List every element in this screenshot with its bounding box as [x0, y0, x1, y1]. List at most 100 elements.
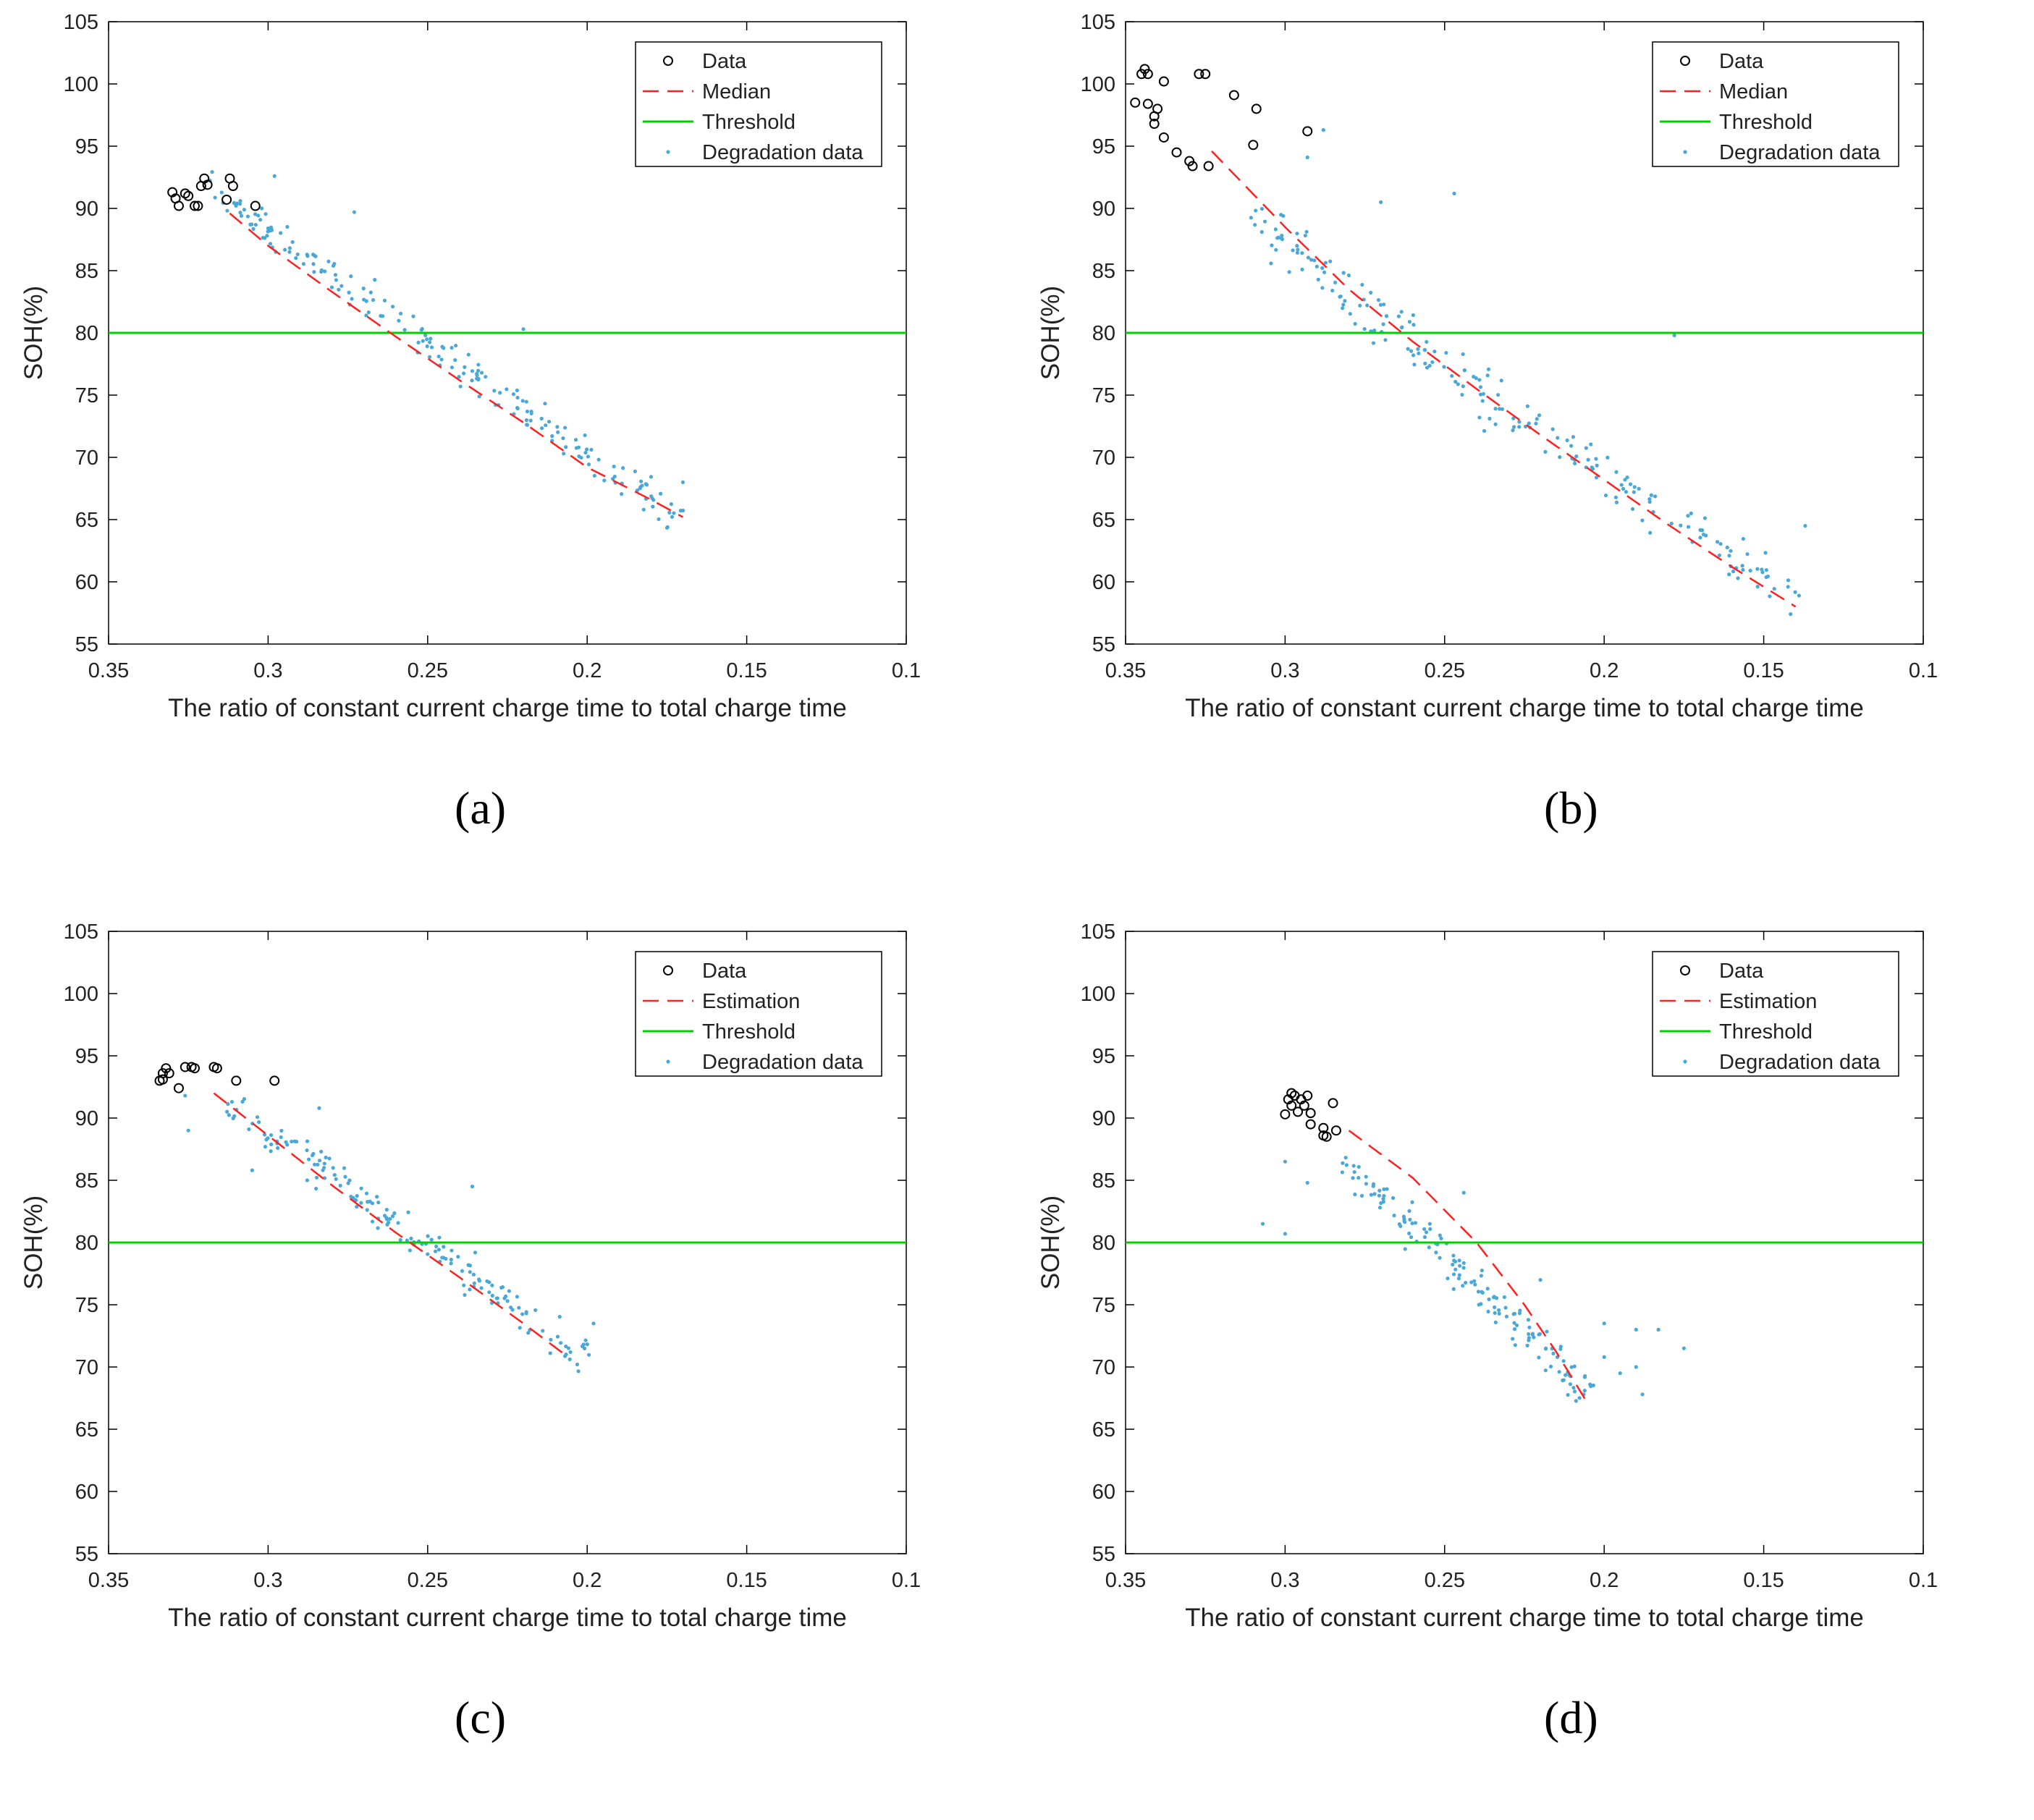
- degradation-point: [1411, 353, 1416, 357]
- degradation-point: [515, 406, 520, 411]
- degradation-point: [314, 1186, 318, 1191]
- degradation-point: [1797, 593, 1802, 598]
- degradation-point: [511, 392, 516, 397]
- degradation-point: [490, 1293, 494, 1298]
- data-point: [157, 1068, 168, 1079]
- degradation-point: [409, 1236, 413, 1240]
- degradation-point: [1358, 303, 1362, 308]
- degradation-point: [279, 1128, 284, 1133]
- degradation-point: [470, 369, 475, 373]
- degradation-point: [502, 1296, 507, 1300]
- degradation-point: [515, 1295, 520, 1299]
- data-point: [1171, 147, 1182, 158]
- data-point: [221, 194, 232, 205]
- degradation-point: [1582, 1375, 1587, 1379]
- degradation-point: [1428, 1227, 1432, 1231]
- degradation-point: [576, 1369, 581, 1374]
- degradation-point: [1280, 237, 1285, 242]
- y-tick-label: 70: [1092, 446, 1115, 470]
- data-point: [180, 1062, 190, 1072]
- x-tick-label: 0.35: [1105, 659, 1146, 682]
- degradation-point: [1413, 1221, 1418, 1225]
- degradation-point: [473, 1250, 478, 1255]
- degradation-point: [462, 1283, 466, 1287]
- degradation-point: [1312, 258, 1317, 263]
- degradation-point: [1343, 1156, 1348, 1160]
- degradation-point: [285, 224, 290, 229]
- degradation-point: [1486, 1309, 1490, 1313]
- degradation-point: [1376, 297, 1381, 302]
- y-tick-label: 90: [75, 1107, 98, 1130]
- degradation-point: [337, 287, 341, 292]
- degradation-point: [287, 250, 292, 254]
- degradation-point: [1274, 247, 1278, 252]
- data-point: [1142, 98, 1153, 109]
- degradation-point: [416, 340, 421, 344]
- degradation-point: [1469, 1280, 1474, 1284]
- degradation-point: [425, 344, 429, 349]
- degradation-point: [633, 469, 638, 474]
- chart-d: 0.35 0.3 0.25 0.2 0.15 0.1 55 60 65 70 75 80 85 90 95 1…: [1037, 920, 1938, 1632]
- degradation-point: [306, 1157, 311, 1161]
- degradation-point: [1647, 497, 1652, 501]
- degradation-point: [460, 1269, 465, 1273]
- degradation-point: [450, 345, 454, 350]
- degradation-point: [612, 465, 616, 469]
- data-point: [1248, 140, 1259, 151]
- degradation-point: [479, 371, 484, 375]
- y-tick-label: 105: [64, 11, 98, 34]
- degradation-point: [388, 1216, 392, 1221]
- degradation-point: [468, 1287, 472, 1292]
- degradation-point: [500, 1284, 505, 1290]
- degradation-point: [515, 388, 520, 393]
- degradation-point: [1353, 1192, 1357, 1197]
- degradation-point: [592, 473, 596, 478]
- degradation-point: [1351, 1164, 1356, 1168]
- data-point: [1158, 76, 1169, 87]
- degradation-point: [1446, 1276, 1450, 1281]
- degradation-point: [561, 436, 565, 441]
- y-tick-label: 95: [1092, 135, 1115, 158]
- y-tick-label: 105: [1081, 11, 1115, 34]
- degradation-point: [664, 525, 670, 530]
- degradation-point: [562, 452, 566, 456]
- degradation-point: [1356, 1175, 1361, 1180]
- y-tick-label: 95: [75, 1045, 98, 1068]
- degradation-point: [225, 1109, 229, 1114]
- legend-box: [1652, 41, 1899, 167]
- degradation-point: [1442, 365, 1446, 369]
- degradation-point: [1625, 475, 1629, 480]
- chart-a: 0.35 0.3 0.25 0.2 0.15 0.1 55 60 65 70 75 80 85 90 95 1…: [20, 11, 921, 722]
- degradation-point: [1551, 1351, 1556, 1355]
- legend-label: Degradation data: [1719, 141, 1881, 164]
- degradation-point: [1504, 1314, 1509, 1319]
- degradation-point: [428, 340, 432, 344]
- degradation-point: [424, 337, 429, 342]
- degradation-point: [319, 268, 324, 272]
- degradation-point: [351, 1195, 355, 1200]
- degradation-point: [471, 1272, 476, 1277]
- degradation-point: [1472, 1279, 1477, 1283]
- degradation-point: [1352, 1169, 1356, 1174]
- degradation-point: [263, 212, 268, 216]
- degradation-point: [1493, 1311, 1497, 1315]
- degradation-point: [429, 345, 434, 350]
- degradation-point: [1432, 350, 1437, 354]
- degradation-point: [1574, 1399, 1578, 1403]
- degradation-point: [1621, 486, 1626, 491]
- degradation-point: [1453, 1259, 1458, 1264]
- degradation-point: [1718, 542, 1723, 546]
- degradation-point: [649, 494, 654, 499]
- degradation-point: [1493, 1305, 1497, 1310]
- degradation-point: [1772, 587, 1776, 591]
- degradation-point: [651, 504, 655, 509]
- degradation-point: [1568, 1382, 1573, 1387]
- degradation-point: [314, 1175, 319, 1180]
- degradation-point: [364, 299, 368, 303]
- degradation-point: [436, 354, 441, 359]
- degradation-point: [567, 1357, 572, 1362]
- data-point: [231, 1075, 242, 1086]
- degradation-point: [396, 1221, 400, 1225]
- degradation-point: [449, 1261, 453, 1266]
- degradation-point: [568, 1350, 573, 1355]
